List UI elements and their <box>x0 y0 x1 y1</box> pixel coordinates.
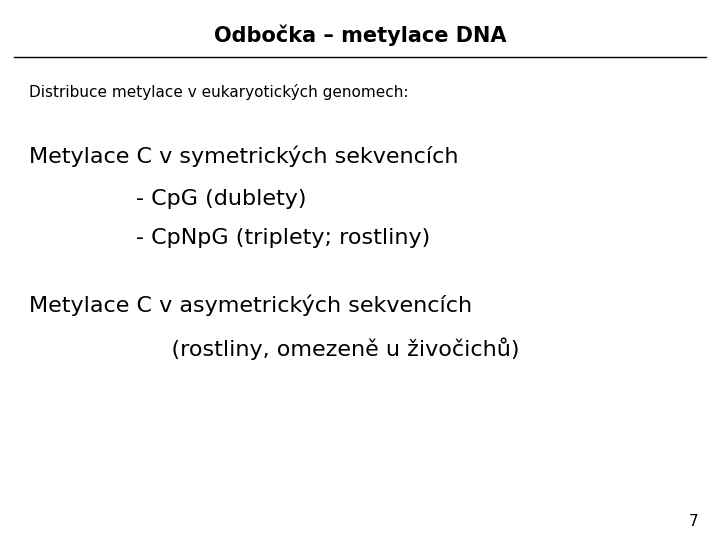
Text: Distribuce metylace v eukaryotických genomech:: Distribuce metylace v eukaryotických gen… <box>29 84 408 100</box>
Text: - CpNpG (triplety; rostliny): - CpNpG (triplety; rostliny) <box>29 228 430 248</box>
Text: 7: 7 <box>689 514 698 529</box>
Text: Metylace C v symetrických sekvencích: Metylace C v symetrických sekvencích <box>29 146 459 167</box>
Text: - CpG (dublety): - CpG (dublety) <box>29 189 306 209</box>
Text: Odbočka – metylace DNA: Odbočka – metylace DNA <box>214 24 506 46</box>
Text: Metylace C v asymetrických sekvencích: Metylace C v asymetrických sekvencích <box>29 294 472 316</box>
Text: (rostliny, omezeně u živočichů): (rostliny, omezeně u živočichů) <box>29 338 519 360</box>
